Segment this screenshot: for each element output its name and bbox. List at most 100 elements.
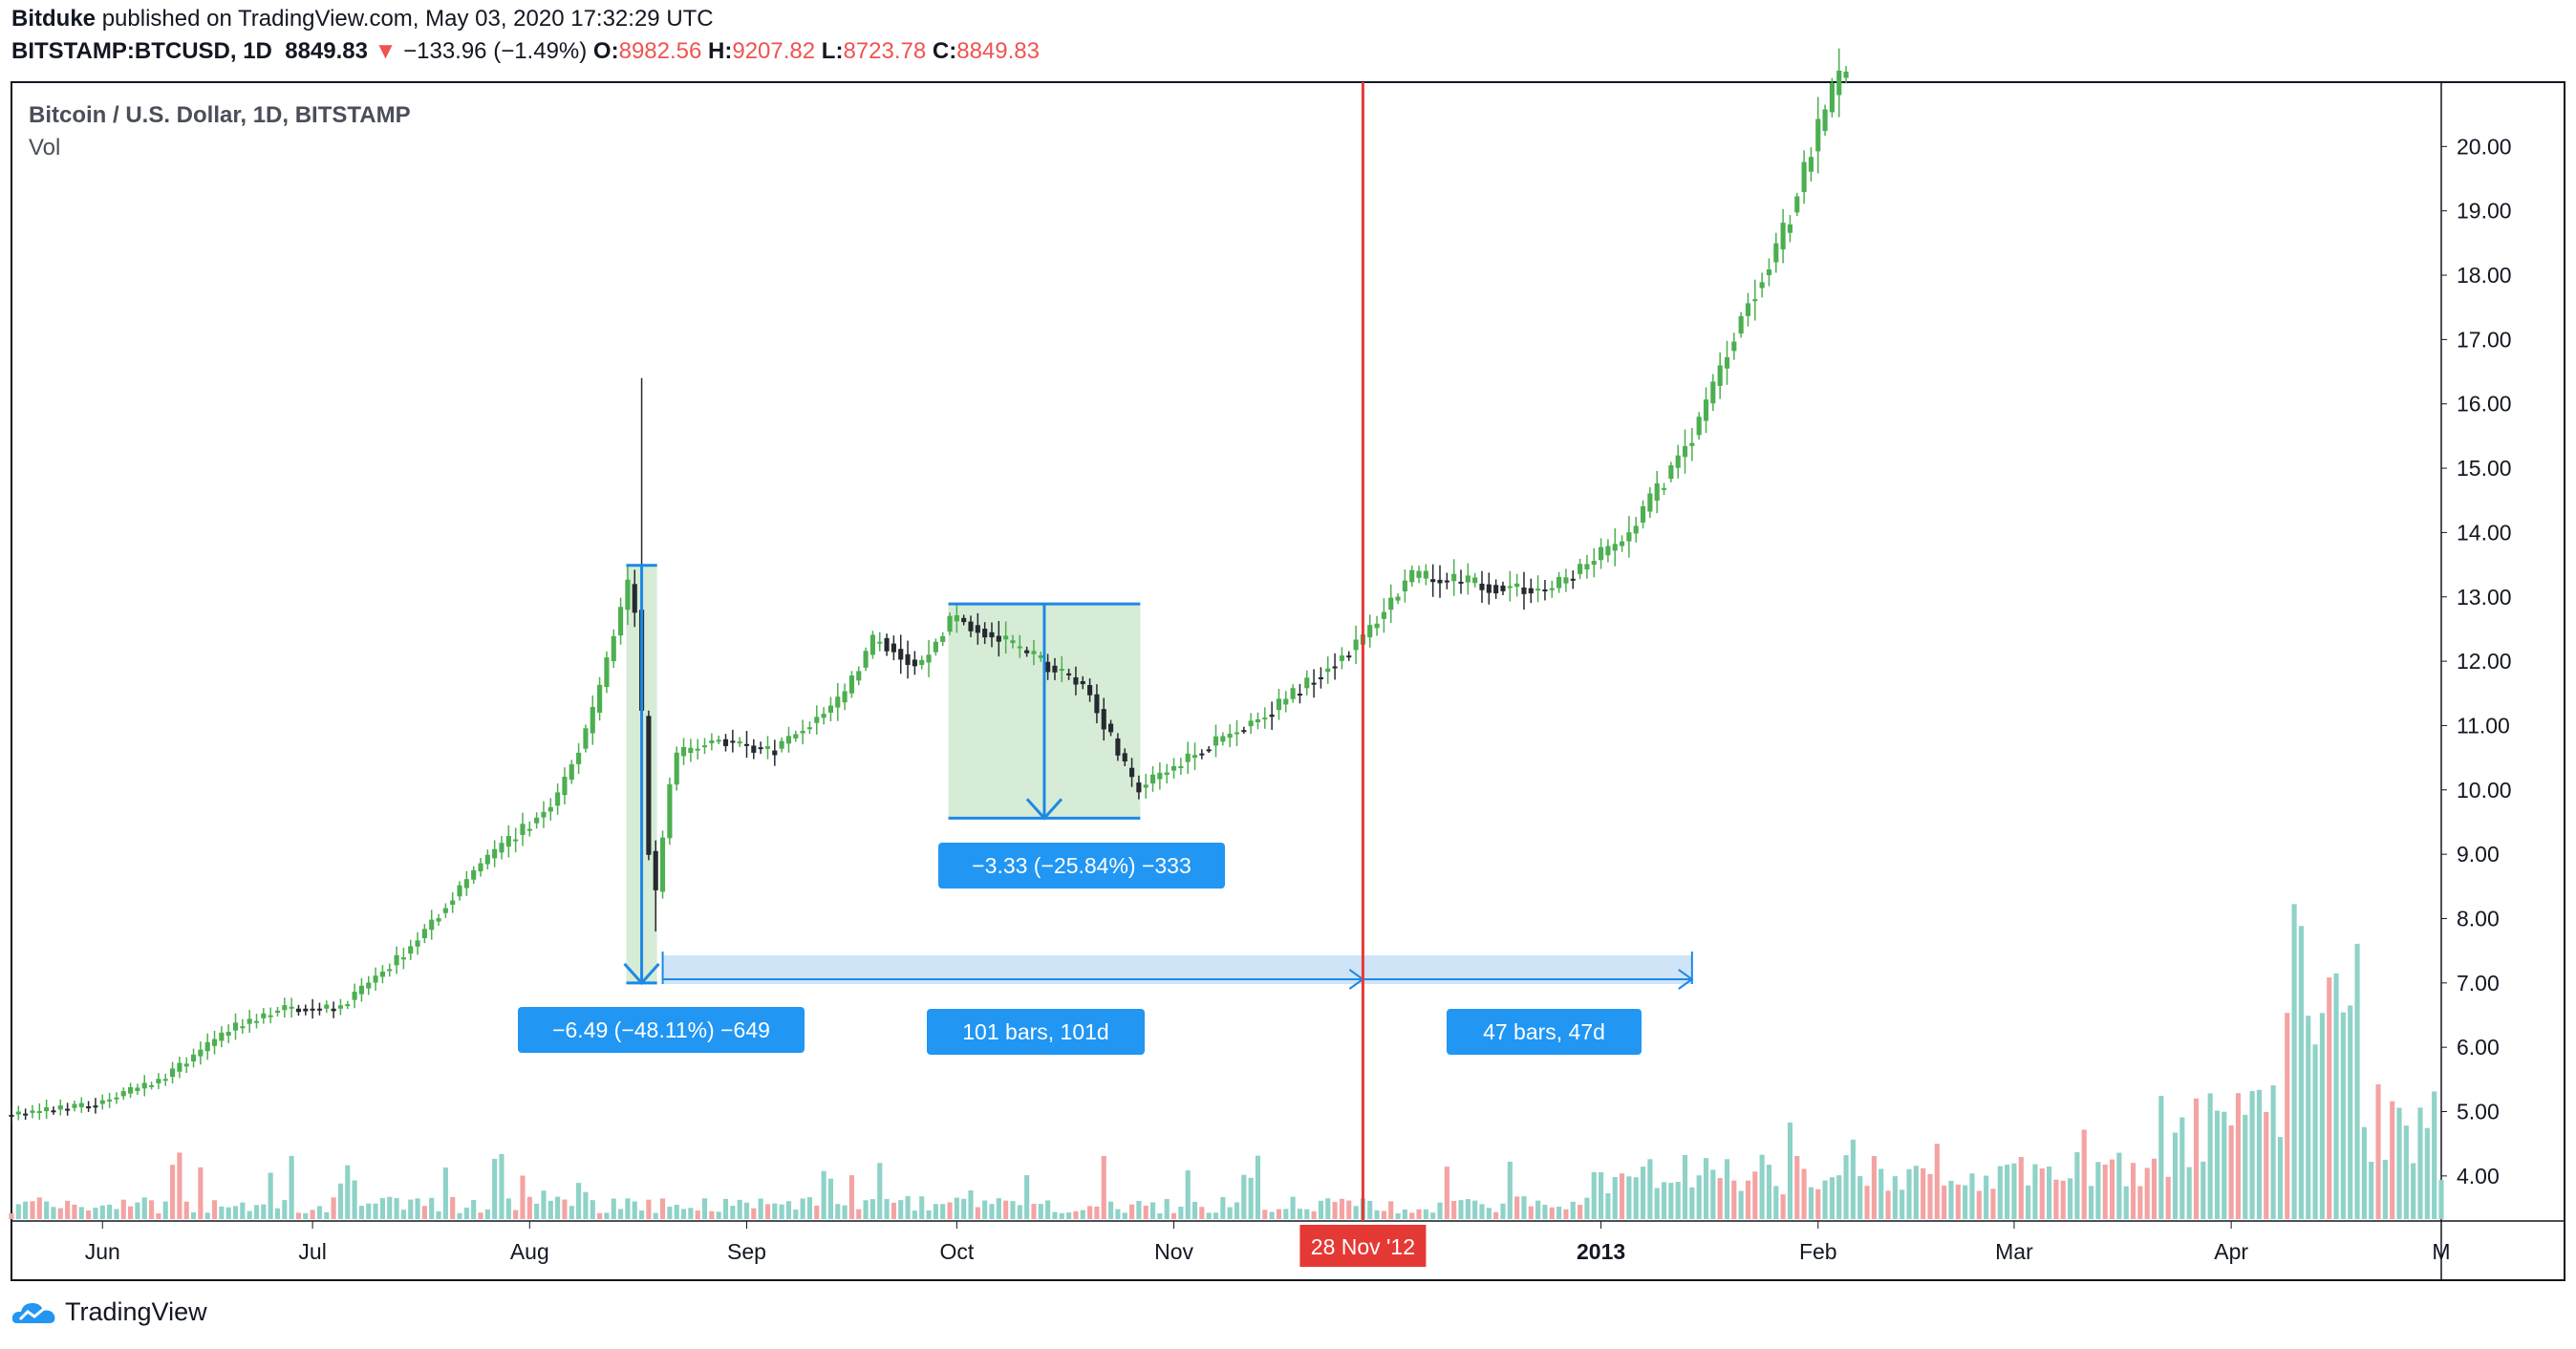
candle-body	[1185, 753, 1191, 762]
price-axis[interactable]: 4.00 5.00 6.00 7.00 8.00 9.00 10.00 11.00 12.00 1…	[2441, 134, 2512, 1188]
volume-bar	[1038, 1204, 1043, 1219]
volume-bar	[1689, 1187, 1695, 1219]
close-label: C:	[932, 38, 957, 64]
price-range-label: −3.33 (−25.84%) −333	[972, 853, 1191, 878]
publisher-name[interactable]: Bitduke	[11, 6, 97, 32]
candle-body	[1773, 243, 1779, 263]
volume-bar	[1647, 1159, 1653, 1219]
volume-bar	[827, 1178, 834, 1219]
candle-body	[835, 696, 841, 708]
candle-body	[190, 1054, 197, 1061]
high-value: 9207.82	[732, 38, 816, 64]
volume-bar	[51, 1207, 56, 1219]
last-price: 8849.83	[285, 38, 368, 64]
volume-bar	[2417, 1107, 2423, 1219]
volume-bar	[2348, 1005, 2353, 1219]
candle-body	[1724, 356, 1730, 369]
volume-bar	[1696, 1175, 1702, 1219]
candle-body	[373, 975, 378, 983]
volume-bar	[2270, 1085, 2276, 1219]
candle-body	[611, 635, 616, 662]
candle-body	[1346, 655, 1352, 658]
volume-bar	[310, 1210, 315, 1219]
volume-bar	[57, 1208, 63, 1219]
low-value: 8723.78	[843, 38, 927, 64]
candle-body	[1451, 573, 1457, 582]
candle-body	[289, 1006, 294, 1009]
candle-body	[758, 747, 763, 750]
price-axis-tick-label: 11.00	[2457, 713, 2510, 738]
volume-bar	[1066, 1212, 1072, 1219]
volume-bar	[821, 1170, 826, 1219]
volume-bar	[1003, 1200, 1009, 1219]
candle-body	[1493, 585, 1499, 594]
volume-bar	[898, 1200, 904, 1219]
volume-bar	[471, 1200, 477, 1219]
volume-bar	[842, 1205, 848, 1219]
candle-body	[869, 634, 875, 655]
candle-body	[848, 675, 854, 694]
candle-body	[30, 1110, 35, 1113]
candle-body	[877, 641, 883, 644]
volume-bar	[919, 1196, 925, 1219]
volume-bar	[2089, 1186, 2094, 1219]
volume-bar	[1871, 1156, 1877, 1219]
volume-bar	[379, 1198, 385, 1219]
volume-bar	[2026, 1185, 2031, 1219]
volume-bar	[1241, 1174, 1247, 1219]
volume-bar	[1493, 1211, 1499, 1219]
volume-bar	[1353, 1206, 1359, 1219]
time-axis-tick-label: Mar	[1995, 1239, 2033, 1264]
volume-bar	[2095, 1162, 2101, 1219]
price-axis-tick-label: 9.00	[2457, 842, 2500, 867]
time-axis-tick-label: Sep	[727, 1239, 766, 1264]
candle-body	[295, 1008, 302, 1013]
volume-bar	[1388, 1201, 1394, 1219]
candle-body	[240, 1026, 246, 1029]
volume-bar	[394, 1198, 399, 1219]
tradingview-logo[interactable]: TradingView	[11, 1297, 207, 1327]
candle-body	[1549, 588, 1555, 590]
volume-bar	[2390, 1101, 2395, 1219]
candle-body	[36, 1110, 42, 1113]
candle-body	[1409, 569, 1415, 583]
volume-bar	[1101, 1155, 1106, 1219]
time-axis[interactable]: Jun Jul Aug Sep Oct Nov 2013 Feb Mar Apr M	[85, 1221, 2451, 1264]
candle-body	[484, 854, 490, 865]
candle-body	[1381, 611, 1386, 619]
candle-body	[779, 740, 784, 749]
date-range-label-box	[1447, 1009, 1642, 1055]
candle-body	[730, 740, 736, 743]
candle-body	[1297, 694, 1303, 696]
candle-body	[1801, 161, 1807, 193]
volume-bar	[436, 1210, 441, 1219]
volume-bar	[1885, 1190, 1891, 1219]
candle-body	[1128, 767, 1135, 778]
volume-bar	[373, 1203, 378, 1219]
volume-bar	[225, 1207, 231, 1219]
volume-bar	[2123, 1186, 2129, 1219]
price-axis-tick-label: 7.00	[2457, 971, 2500, 996]
candle-body	[772, 750, 778, 756]
volume-bar	[2327, 977, 2332, 1219]
candle-body	[78, 1103, 84, 1107]
volume-bar	[415, 1198, 420, 1219]
volume-bar	[2214, 1110, 2221, 1219]
candle-body	[1535, 589, 1541, 591]
drawing-labels: −6.49 (−48.11%) −649 −3.33 (−25.84%) −333…	[518, 82, 1694, 1267]
candle-body	[478, 863, 483, 871]
volume-bar	[2200, 1161, 2206, 1219]
volume-bar	[387, 1196, 393, 1219]
candle-body	[1458, 581, 1464, 584]
volume-bar	[1668, 1183, 1674, 1219]
candle-body	[604, 657, 610, 688]
candle-body	[1220, 736, 1226, 742]
volume-bar	[1311, 1210, 1317, 1219]
volume-bar	[1157, 1212, 1163, 1219]
candle-body	[547, 806, 553, 812]
price-axis-tick-label: 16.00	[2457, 392, 2512, 417]
candle-body	[505, 836, 511, 847]
candle-body	[1087, 685, 1093, 696]
price-axis-tick-label: 8.00	[2457, 906, 2500, 931]
